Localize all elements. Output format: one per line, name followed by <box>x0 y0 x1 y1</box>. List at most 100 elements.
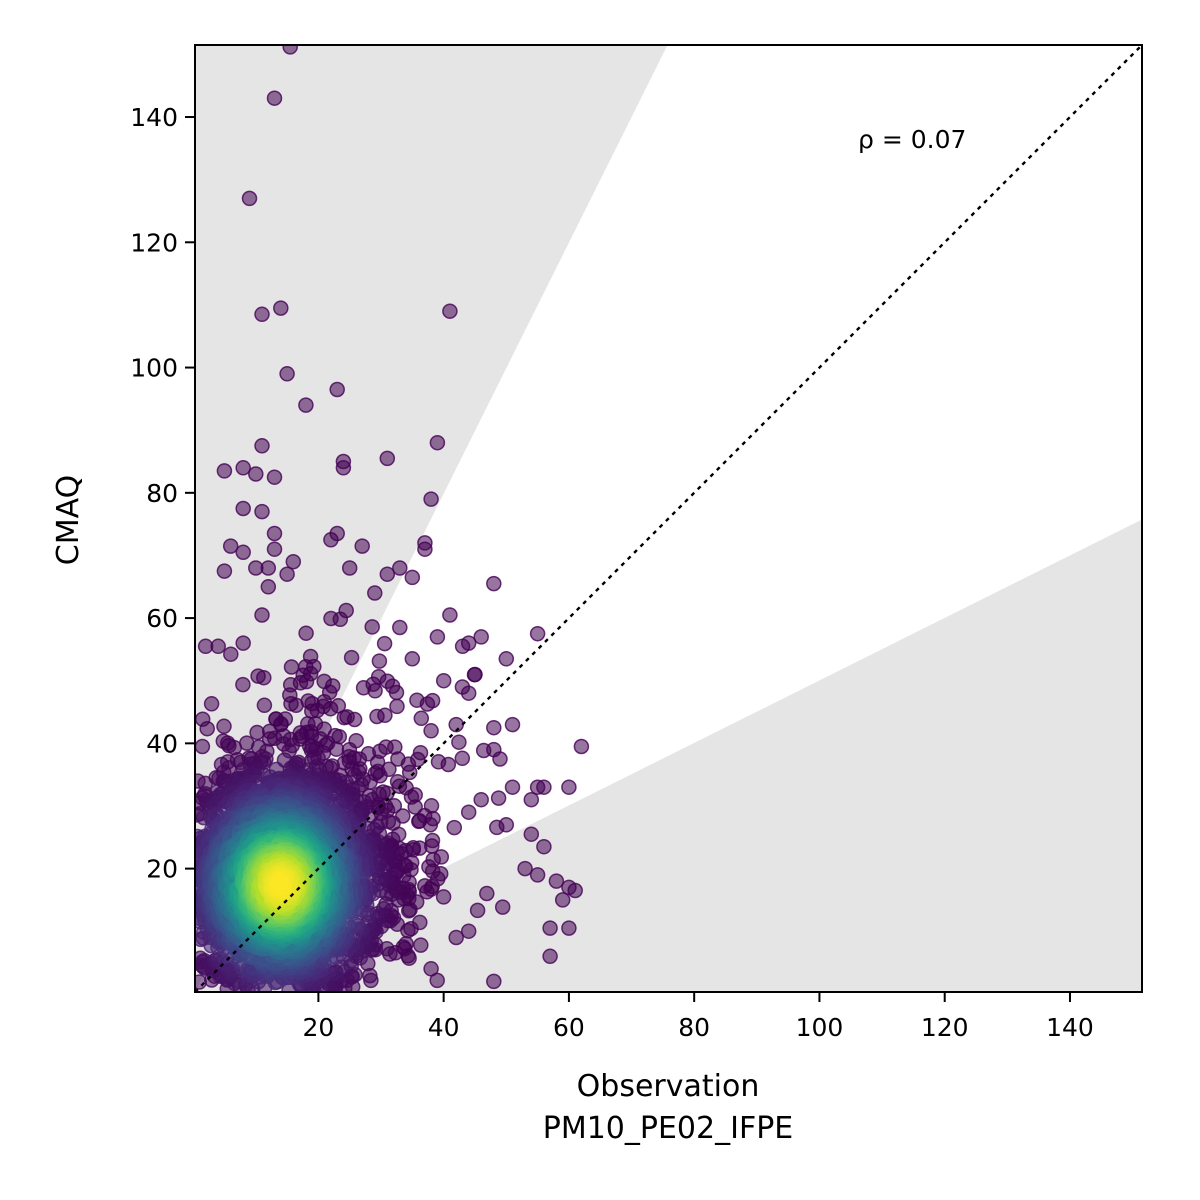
x-tick-label: 80 <box>678 1013 710 1042</box>
scatter-point <box>388 684 405 701</box>
scatter-point <box>523 826 540 842</box>
scatter-point <box>272 876 289 892</box>
scatter-point <box>454 750 471 767</box>
scatter-point <box>254 438 270 454</box>
scatter-point <box>404 651 421 667</box>
x-tick-label: 120 <box>921 1013 969 1042</box>
scatter-point <box>235 460 251 476</box>
plot-frame <box>194 44 1143 993</box>
scatter-point <box>561 920 577 936</box>
scatter-point <box>392 560 408 576</box>
scatter-point <box>451 734 467 750</box>
y-tick-label: 120 <box>130 228 178 257</box>
scatter-point <box>404 569 421 586</box>
scatter-point <box>210 638 226 655</box>
scatter-point <box>235 635 251 651</box>
scatter-point <box>475 742 492 759</box>
scatter-point <box>473 629 489 645</box>
scatter-point <box>417 878 433 894</box>
scatter-point <box>486 575 502 592</box>
scatter-point <box>529 779 546 795</box>
scatter-point <box>256 669 272 686</box>
scatter-point <box>442 303 458 319</box>
scatter-point <box>529 625 546 642</box>
scatter-point <box>479 885 495 902</box>
scatter-point <box>448 929 464 946</box>
scatter-point <box>254 503 270 520</box>
scatter-point <box>364 619 380 635</box>
scatter-point <box>469 902 486 919</box>
scatter-point <box>460 804 477 820</box>
scatter-point <box>288 697 304 714</box>
scatter-point <box>249 724 265 741</box>
scatter-point <box>413 937 429 953</box>
scatter-point <box>454 679 471 695</box>
scatter-point <box>273 300 289 316</box>
scatter-point <box>504 779 521 795</box>
scatter-point <box>260 560 277 576</box>
scatter-point <box>329 381 345 398</box>
scatter-point <box>241 190 258 207</box>
scatter-point <box>529 867 546 883</box>
scatter-point <box>523 791 540 808</box>
scatter-point <box>248 466 264 482</box>
scatter-point <box>279 366 295 382</box>
y-tick-label: 100 <box>130 354 178 383</box>
chart-annotation: ρ = 0.07 <box>858 125 966 154</box>
scatter-point <box>435 672 452 689</box>
y-axis: 20 40 60 80 100 120 140 <box>130 103 195 884</box>
scatter-point <box>486 719 502 736</box>
scatter-point <box>454 638 471 655</box>
scatter-point <box>504 716 521 733</box>
scatter-point <box>573 738 590 755</box>
scatter-point <box>494 899 511 915</box>
scatter-point <box>369 708 385 725</box>
scatter-point <box>266 90 283 106</box>
scatter-point <box>376 635 393 652</box>
scatter-point <box>542 948 558 965</box>
shaded-region-lower <box>195 519 1142 992</box>
scatter-point <box>266 525 283 542</box>
scatter-point <box>429 629 446 645</box>
scatter-point <box>203 696 220 712</box>
scatter-point <box>421 859 437 875</box>
scatter-point <box>283 659 300 675</box>
scatter-point <box>285 553 302 570</box>
x-axis: 20 40 60 80 100 120 140 <box>302 992 1094 1042</box>
scatter-point <box>423 491 439 507</box>
scatter-point <box>460 923 477 939</box>
y-tick-label: 40 <box>146 729 178 758</box>
scatter-point <box>266 541 283 557</box>
y-tick-label: 20 <box>146 855 178 884</box>
one-to-one-line <box>195 45 1142 992</box>
plot-area <box>195 45 1142 992</box>
scatter-point <box>489 819 505 836</box>
scatter-point <box>341 560 358 576</box>
scatter-point <box>282 45 298 55</box>
scatter-point <box>343 649 360 666</box>
scatter-point <box>355 680 372 696</box>
scatter-point <box>413 710 430 727</box>
scatter-point <box>354 538 370 554</box>
y-tick-label: 80 <box>146 479 178 508</box>
scatter-point <box>389 698 405 715</box>
scatter-point <box>390 751 406 767</box>
scatter-point <box>371 653 388 669</box>
scatter-point <box>430 754 447 770</box>
scatter-point <box>401 764 418 781</box>
scatter-point <box>486 973 502 990</box>
scatter-point <box>235 544 251 561</box>
scatter-point <box>235 500 251 517</box>
scatter-point <box>379 450 396 467</box>
scatter-point <box>254 607 270 623</box>
scatter-point <box>536 838 552 855</box>
x-tick-label: 20 <box>302 1013 334 1042</box>
scatter-point <box>367 585 383 601</box>
scatter-point <box>442 607 458 623</box>
scatter-point <box>379 566 396 582</box>
scatter-point <box>298 625 314 641</box>
scatter-point <box>554 892 571 908</box>
x-tick-label: 140 <box>1046 1013 1094 1042</box>
